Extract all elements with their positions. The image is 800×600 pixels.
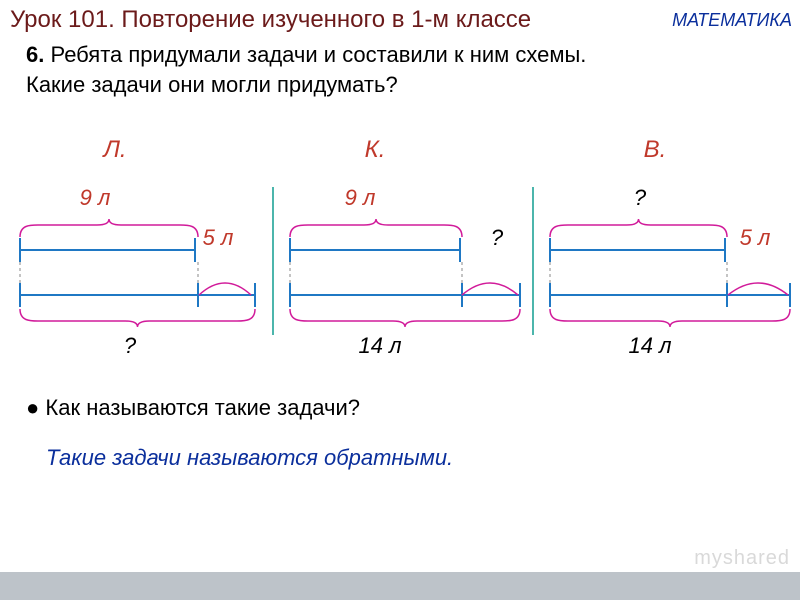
problem-line1: Ребята придумали задачи и составили к ни… [50, 42, 586, 67]
question-text: Как называются такие задачи? [45, 395, 360, 420]
svg-text:?: ? [634, 185, 647, 210]
answer-text: Такие задачи называются обратными. [46, 445, 453, 471]
svg-text:?: ? [491, 225, 504, 250]
diagrams-area: Л. 9 л 5 л? К. 9 л? 14 л В.? 5 л 14 л [0, 135, 800, 380]
question-row: ● Как называются такие задачи? [26, 395, 360, 421]
lesson-title: Урок 101. Повторение изученного в 1-м кл… [10, 6, 531, 34]
svg-text:Л.: Л. [101, 136, 126, 163]
svg-text:14 л: 14 л [629, 333, 672, 358]
watermark: myshared [694, 547, 790, 570]
svg-text:5 л: 5 л [203, 225, 234, 250]
svg-text:9 л: 9 л [80, 185, 111, 210]
subject-text: МАТЕМАТИКА [672, 10, 792, 30]
lesson-title-text: Урок 101. Повторение изученного в 1-м кл… [10, 6, 531, 33]
svg-text:14 л: 14 л [359, 333, 402, 358]
problem-number: 6. [26, 42, 44, 67]
bullet-icon: ● [26, 395, 39, 420]
answer-body: Такие задачи называются обратными. [46, 445, 453, 470]
svg-text:В.: В. [644, 136, 667, 163]
svg-text:К.: К. [365, 136, 386, 163]
svg-text:9 л: 9 л [345, 185, 376, 210]
problem-line2: Какие задачи они могли придумать? [26, 72, 398, 97]
footer-bar [0, 572, 800, 600]
subject-label: МАТЕМАТИКА [672, 10, 792, 31]
svg-text:?: ? [124, 333, 137, 358]
diagrams-svg: Л. 9 л 5 л? К. 9 л? 14 л В.? 5 л 14 л [0, 135, 800, 380]
svg-text:5 л: 5 л [740, 225, 771, 250]
problem-text: 6. Ребята придумали задачи и составили к… [26, 40, 586, 99]
watermark-text: myshared [694, 547, 790, 569]
